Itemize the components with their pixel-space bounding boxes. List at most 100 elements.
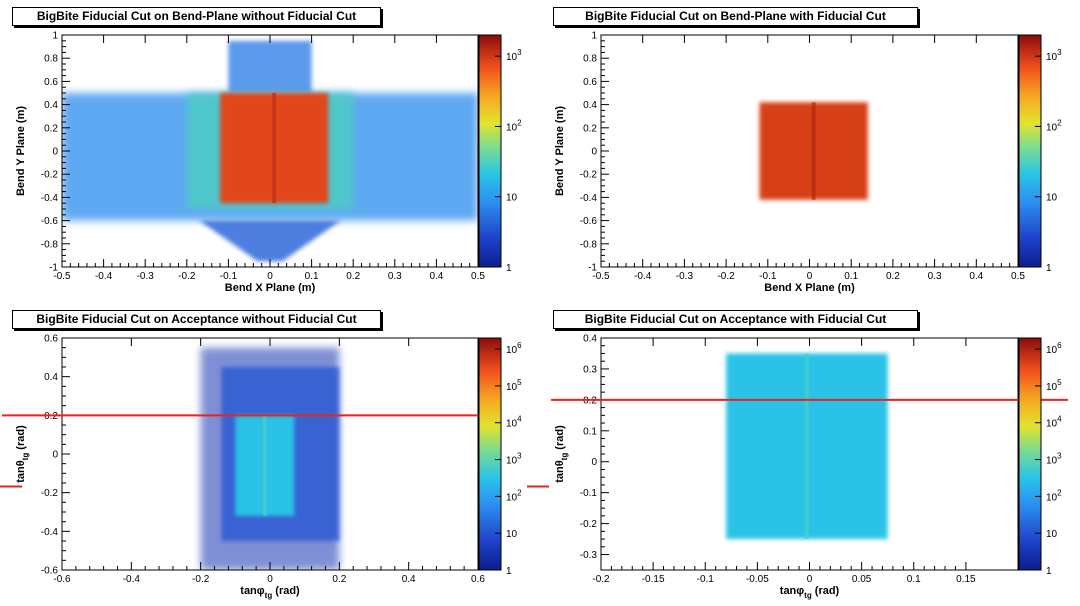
x-tick-label: -0.2: [717, 271, 735, 282]
y-tick-label: 0.4: [44, 100, 58, 111]
y-tick-label: 0.4: [44, 372, 58, 383]
x-tick-label: 0.5: [1011, 271, 1025, 282]
y-tick-label: 0.4: [583, 100, 597, 111]
x-tick-label: 0.1: [844, 271, 858, 282]
colorbar-tick-label: 10: [1046, 193, 1058, 204]
colorbar: 1 10 102 103: [1018, 34, 1062, 274]
y-tick-label: 0: [52, 450, 58, 461]
colorbar: 1 10 102 103 104 105 106: [478, 337, 522, 577]
colorbar-gradient: [1018, 34, 1042, 268]
x-tick-label: 0.3: [928, 271, 942, 282]
y-tick-label: 0.8: [44, 54, 58, 65]
x-axis: -0.6 -0.4 -0.2 0 0.2 0.4 0.6: [53, 338, 485, 585]
heatmap-body: [200, 347, 340, 570]
panel-3-title: BigBite Fiducial Cut on Acceptance witho…: [12, 310, 381, 329]
heatmap-core-accent: [811, 102, 816, 200]
heatmap-body: [62, 40, 478, 262]
y-tick-label: -0.2: [41, 488, 59, 499]
panel-3: -0.6 -0.4 -0.2 0 0.2 0.4 0.6-0.6 -0.4 -0.2 0 0.2 0.…: [0, 334, 522, 600]
x-axis-label: Bend X Plane (m): [225, 282, 316, 294]
heatmap-core-accent: [272, 93, 277, 204]
colorbar-tick-label: 1: [1046, 566, 1052, 577]
x-tick-label: 0.2: [886, 271, 900, 282]
y-tick-label: -0.8: [580, 239, 598, 250]
x-tick-label: -0.3: [676, 271, 694, 282]
x-axis: -0.5 -0.4 -0.3 -0.2 -0.1 0 0.1 0.2 0.3 0.4 0.5: [592, 35, 1025, 282]
y-tick-label: 0.4: [583, 334, 597, 345]
colorbar-tick-label: 102: [506, 118, 522, 133]
panel-2-title: BigBite Fiducial Cut on Bend-Plane with …: [553, 7, 918, 26]
x-tick-label: 0.6: [471, 574, 485, 585]
colorbar-tick-label: 10: [506, 529, 518, 540]
x-tick-label: -0.3: [137, 271, 155, 282]
x-tick-label: 0.05: [852, 574, 872, 585]
x-tick-label: -0.05: [746, 574, 769, 585]
colorbar-tick-label: 1: [506, 566, 512, 577]
colorbar-tick-label: 1: [1046, 263, 1052, 274]
y-tick-label: 0.6: [44, 334, 58, 345]
x-tick-label: -0.6: [53, 574, 71, 585]
x-tick-label: -0.1: [220, 271, 238, 282]
colorbar-tick-label: 104: [506, 415, 522, 430]
y-axis: -1 -0.8 -0.6 -0.4 -0.2 0 0.2 0.4 0.6 0.8 1: [41, 31, 70, 274]
y-tick-label: -0.6: [41, 566, 59, 577]
x-tick-label: 0.1: [907, 574, 921, 585]
x-tick-label: 0.4: [429, 271, 443, 282]
colorbar-tick-label: 103: [1046, 452, 1062, 467]
y-tick-label: -0.4: [41, 527, 59, 538]
y-tick-label: -0.2: [41, 170, 59, 181]
colorbar-gradient: [478, 34, 502, 268]
y-axis: -0.6-0.4-0.200.20.40.6: [41, 334, 70, 577]
y-tick-label: 0: [591, 147, 597, 158]
x-tick-label: -0.2: [592, 574, 610, 585]
x-tick-label: -0.1: [697, 574, 715, 585]
y-tick-label: 0.3: [583, 364, 597, 375]
y-tick-label: 0: [591, 457, 597, 468]
colorbar-tick-label: 104: [1046, 415, 1062, 430]
y-tick-label: 0.6: [583, 77, 597, 88]
colorbar-tick-label: 105: [1046, 378, 1062, 393]
y-tick-label: -0.6: [580, 216, 598, 227]
x-tick-label: 0.4: [402, 574, 416, 585]
panel-1-title: BigBite Fiducial Cut on Bend-Plane witho…: [12, 7, 381, 26]
panel-4: -0.2 -0.15 -0.1 -0.05 0 0.05 0.1 0.15-0.3-0.2-0…: [527, 334, 1068, 600]
x-tick-label: 0: [807, 271, 813, 282]
heatmap-core-accent: [262, 415, 267, 516]
y-axis-label: Bend Y Plane (m): [554, 106, 566, 196]
colorbar-tick-label: 103: [1046, 48, 1062, 63]
heatmap-core-accent: [804, 353, 809, 540]
colorbar-tick-label: 103: [506, 48, 522, 63]
x-tick-label: -0.5: [592, 271, 610, 282]
x-axis-label: tanφtg (rad): [240, 585, 300, 600]
x-tick-label: -0.2: [192, 574, 210, 585]
y-tick-label: -0.4: [41, 193, 59, 204]
y-tick-label: 0.6: [44, 77, 58, 88]
y-tick-label: -0.1: [580, 488, 598, 499]
y-tick-label: -0.3: [580, 550, 598, 561]
x-tick-label: 0: [807, 574, 813, 585]
panel-1: -0.5 -0.4 -0.3 -0.2 -0.1 0 0.1 0.2 0.3 0.4 0.5-1-0…: [15, 31, 522, 295]
y-tick-label: 0: [52, 147, 58, 158]
x-tick-label: -0.2: [178, 271, 196, 282]
y-tick-label: -0.2: [580, 170, 598, 181]
x-tick-label: -0.5: [53, 271, 71, 282]
x-tick-label: -0.1: [759, 271, 777, 282]
x-tick-label: -0.15: [642, 574, 665, 585]
colorbar-gradient: [1018, 337, 1042, 571]
y-tick-label: -0.6: [41, 216, 59, 227]
y-axis: -1 -0.8 -0.6 -0.4 -0.2 0 0.2 0.4 0.6 0.8 1: [580, 31, 609, 274]
y-tick-label: 0.1: [583, 426, 597, 437]
x-tick-label: -0.4: [634, 271, 652, 282]
x-axis-label: Bend X Plane (m): [764, 282, 855, 294]
colorbar-tick-label: 10: [506, 193, 518, 204]
panel-4-title: BigBite Fiducial Cut on Acceptance with …: [553, 310, 918, 329]
x-tick-label: 0.2: [346, 271, 360, 282]
colorbar-tick-label: 105: [506, 378, 522, 393]
x-tick-label: 0.5: [471, 271, 485, 282]
x-tick-label: 0.15: [956, 574, 976, 585]
heatmap-tail: [199, 220, 341, 262]
x-tick-label: 0.1: [305, 271, 319, 282]
y-tick-label: 0.2: [44, 123, 58, 134]
heatmap-spike: [228, 40, 312, 93]
